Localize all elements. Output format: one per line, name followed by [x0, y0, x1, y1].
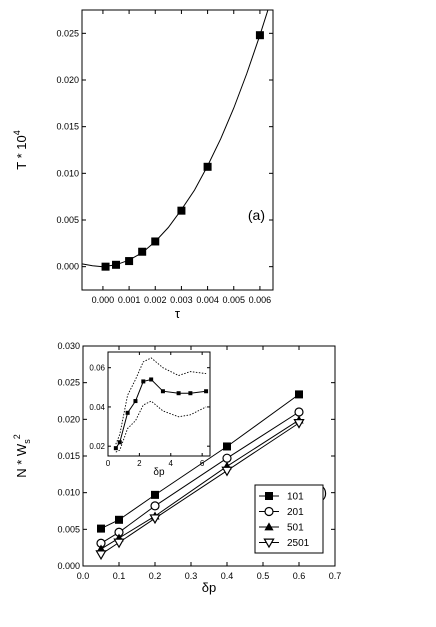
- b-data-point-101: [151, 490, 159, 499]
- a-x-tick-label: 0.004: [196, 295, 219, 305]
- b-y-axis-label-main: N * W: [14, 443, 29, 478]
- b-legend-label-201: 201: [287, 507, 304, 518]
- inset-data-point: [133, 399, 138, 404]
- b-x-tick-label: 0.3: [185, 571, 198, 581]
- b-y-axis-label-sub: s: [22, 439, 32, 444]
- b-y-axis-label-sup: 2: [12, 434, 22, 439]
- b-x-axis-label: δp: [202, 580, 216, 595]
- b-x-tick-label: 0.1: [113, 571, 126, 581]
- b-legend-marker-101: [265, 492, 273, 500]
- b-y-tick-label: 0.005: [57, 524, 80, 534]
- inset-x-tick-label: 4: [169, 459, 174, 468]
- b-data-point-201: [294, 407, 304, 417]
- inset-data-point: [125, 410, 130, 415]
- b-legend-marker-501: [264, 522, 274, 531]
- a-x-tick-label: 0.002: [144, 295, 167, 305]
- a-x-tick-label: 0.001: [118, 295, 141, 305]
- b-x-tick-label: 0.7: [329, 571, 342, 581]
- a-y-axis-label: T * 104: [12, 130, 29, 169]
- inset-data-point: [176, 391, 181, 396]
- b-y-axis-label: N * Ws2: [12, 434, 32, 477]
- a-data-point: [138, 247, 147, 256]
- b-y-tick-label: 0.030: [57, 341, 80, 351]
- a-y-axis-label-sup: 4: [12, 130, 22, 135]
- b-data-point-2501: [221, 466, 233, 477]
- inset-x-axis-label: δp: [153, 467, 165, 478]
- b-inset-background: [108, 352, 210, 456]
- inset-y-tick-label: 0.06: [89, 364, 105, 373]
- a-y-tick-label: 0.010: [56, 168, 79, 178]
- b-y-tick-label: 0.015: [57, 451, 80, 461]
- a-y-tick-label: 0.015: [56, 122, 79, 132]
- b-data-point-2501: [293, 419, 305, 429]
- inset-upper-bound: [115, 357, 207, 445]
- b-x-tick-label: 0.4: [221, 571, 234, 581]
- b-x-tick-label: 0.5: [257, 571, 270, 581]
- inset-lower-bound: [115, 400, 207, 453]
- b-y-tick-label: 0.010: [57, 488, 80, 498]
- a-panel-label: (a): [248, 207, 265, 223]
- b-data-point-101: [115, 515, 123, 524]
- a-data-point: [203, 162, 212, 171]
- a-x-tick-label: 0.006: [249, 295, 272, 305]
- b-data-point-101: [223, 442, 231, 451]
- b-data-point-2501: [113, 538, 125, 549]
- b-legend-marker-2501: [263, 538, 275, 549]
- b-data-point-201: [222, 453, 232, 463]
- inset-data-point: [149, 377, 154, 382]
- inset-data-point: [204, 389, 209, 394]
- b-legend-marker-201: [264, 506, 274, 517]
- a-data-point: [177, 206, 186, 215]
- b-data-point-2501: [95, 550, 107, 561]
- a-y-tick-label: 0.020: [56, 75, 79, 85]
- a-x-tick-label: 0.000: [92, 295, 115, 305]
- b-y-tick-label: 0.025: [57, 378, 80, 388]
- inset-y-tick-label: 0.04: [89, 403, 105, 412]
- a-data-point: [125, 257, 134, 266]
- b-data-point-2501: [149, 514, 161, 525]
- panel-b: 0.0 0.1 0.2 0.3 0.4 0.5 0.6 0.7 0.000 0.005 0.010 0…: [12, 341, 341, 595]
- b-data-point-101: [97, 524, 105, 533]
- a-fit-curve: [82, 10, 269, 268]
- a-plot-frame: [81, 9, 274, 291]
- b-legend-label-501: 501: [287, 523, 304, 534]
- b-y-tick-label: 0.000: [57, 561, 80, 571]
- a-x-tick-label: 0.003: [170, 295, 193, 305]
- a-y-tick-label: 0.000: [56, 262, 79, 272]
- a-data-point: [151, 237, 160, 246]
- inset-data-point: [117, 440, 122, 445]
- inset-mean-line: [115, 378, 207, 449]
- b-legend: 101 201 501 2501: [254, 484, 324, 554]
- a-x-tick-label: 0.005: [222, 295, 245, 305]
- panel-a: 0.000 0.001 0.002 0.003 0.004 0.005 0.0060.000…: [12, 9, 274, 321]
- b-x-tick-label: 0.2: [149, 571, 162, 581]
- b-data-point-101: [295, 390, 303, 399]
- b-legend-label-101: 101: [287, 492, 304, 503]
- b-x-tick-label: 0.0: [77, 571, 90, 581]
- a-y-tick-label: 0.025: [56, 28, 79, 38]
- a-data-point: [101, 262, 110, 271]
- b-y-tick-label: 0.020: [57, 414, 80, 424]
- inset-x-tick-label: 6: [200, 459, 205, 468]
- inset-y-tick-label: 0.02: [89, 442, 105, 451]
- b-legend-label-2501: 2501: [287, 538, 310, 549]
- inset-plot-frame: [107, 351, 211, 457]
- b-data-point-201: [150, 501, 160, 511]
- inset-data-point: [188, 391, 193, 396]
- inset-x-tick-label: 2: [137, 459, 142, 468]
- a-data-point: [255, 31, 264, 40]
- a-y-tick-label: 0.005: [56, 215, 79, 225]
- a-x-axis-label: τ: [175, 306, 181, 321]
- inset-data-point: [141, 379, 146, 384]
- a-y-axis-label-main: T * 10: [14, 135, 29, 169]
- a-data-point: [112, 260, 121, 269]
- inset-data-point: [113, 446, 118, 451]
- b-x-tick-label: 0.6: [293, 571, 306, 581]
- b-inset: 0 2 4 6 0.02 0.04 0.06 δp: [89, 351, 211, 478]
- inset-data-point: [160, 389, 165, 394]
- inset-x-tick-label: 0: [106, 459, 111, 468]
